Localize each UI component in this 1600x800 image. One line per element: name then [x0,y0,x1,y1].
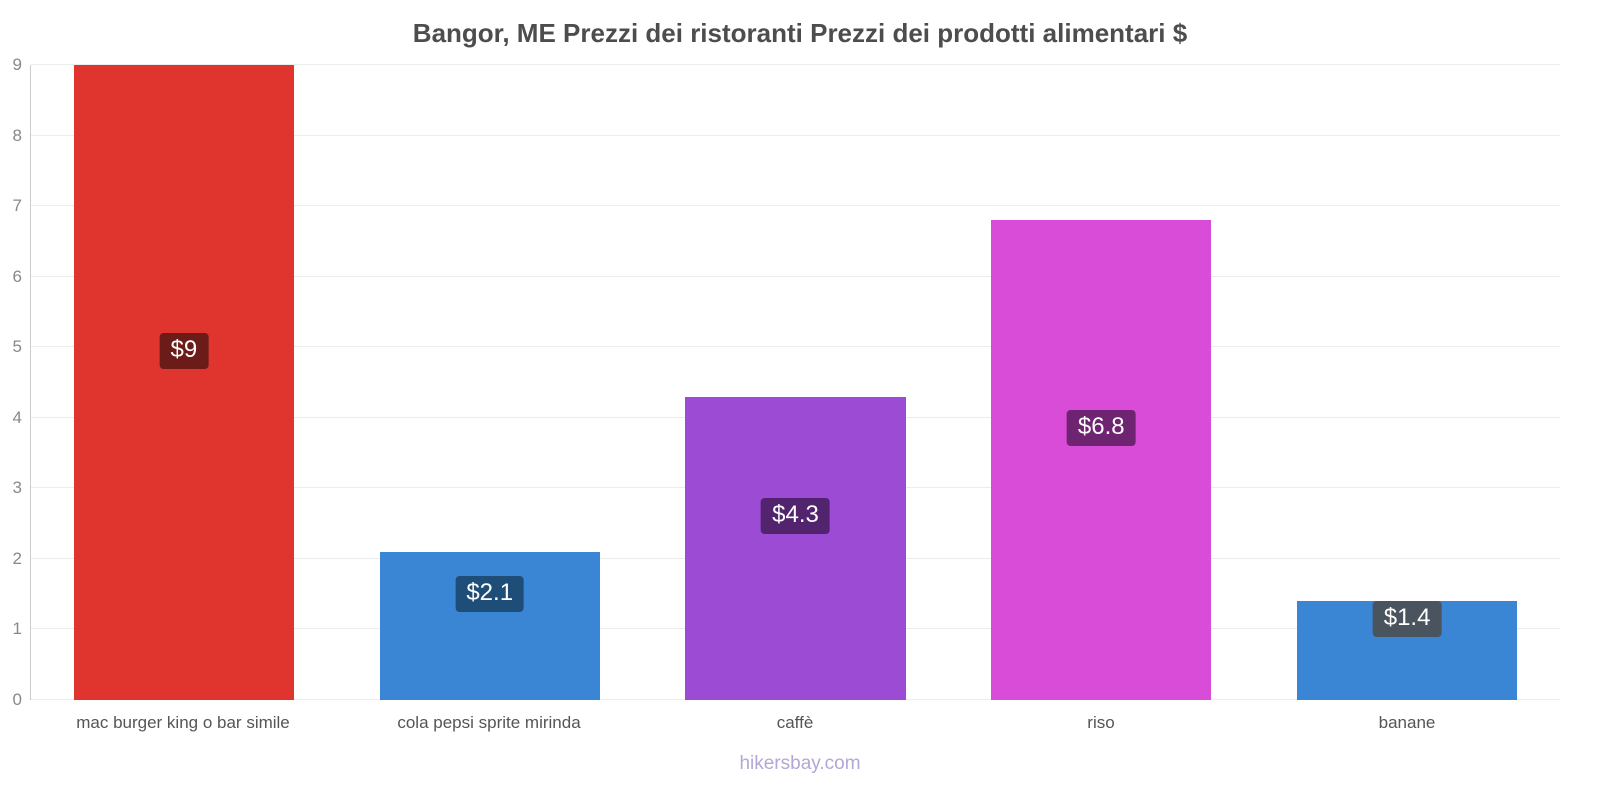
y-tick-label: 6 [12,266,22,286]
bar-4[interactable]: $6.8 [991,220,1212,700]
x-category-label: cola pepsi sprite mirinda [397,713,581,732]
bar-3[interactable]: $4.3 [685,396,906,700]
x-category-label: banane [1378,713,1436,732]
watermark-link[interactable]: hikersbay.com [739,753,861,774]
gridline [31,275,1560,277]
x-category-label: caffè [776,713,814,732]
gridline [31,346,1560,348]
x-axis: mac burger king o bar simile cola pepsi s… [30,713,1560,733]
y-tick-label: 0 [12,690,22,709]
bar-slot: $2.1 [337,65,643,700]
y-tick-label: 8 [12,125,22,145]
y-axis: 0 1 2 3 4 5 6 7 8 9 [0,55,24,709]
bar-slot: $1.4 [1254,65,1560,700]
gridline [31,205,1560,207]
bar-value-label: $9 [159,332,209,369]
bar-value-label: $6.8 [1066,410,1136,447]
bar-slot: $4.3 [643,65,949,700]
bar-5[interactable]: $1.4 [1297,600,1518,700]
plot-area: $9 $2.1 $4.3 $6.8 $1.4 [30,64,1560,700]
x-category-label: mac burger king o bar simile [76,713,290,732]
gridline [31,64,1560,65]
chart-title: Bangor, ME Prezzi dei ristoranti Prezzi … [412,18,1188,48]
y-tick-label: 7 [12,196,22,216]
bar-value-label: $4.3 [761,498,830,535]
bar-slot: $9 [31,65,337,700]
bars-layer: $9 $2.1 $4.3 $6.8 $1.4 [31,65,1560,700]
y-tick-label: 4 [12,407,22,427]
bar-slot: $6.8 [948,65,1254,700]
bar-1[interactable]: $9 [73,65,294,700]
bar-value-label: $1.4 [1372,600,1442,637]
gridline [31,134,1560,136]
y-tick-label: 1 [12,619,22,639]
x-category-label: riso [1087,713,1115,732]
y-tick-label: 3 [12,478,22,498]
bar-2[interactable]: $2.1 [379,551,600,700]
y-tick-label: 2 [12,548,22,568]
y-tick-label: 9 [12,55,22,74]
y-tick-label: 5 [12,337,22,357]
bar-value-label: $2.1 [455,575,525,612]
